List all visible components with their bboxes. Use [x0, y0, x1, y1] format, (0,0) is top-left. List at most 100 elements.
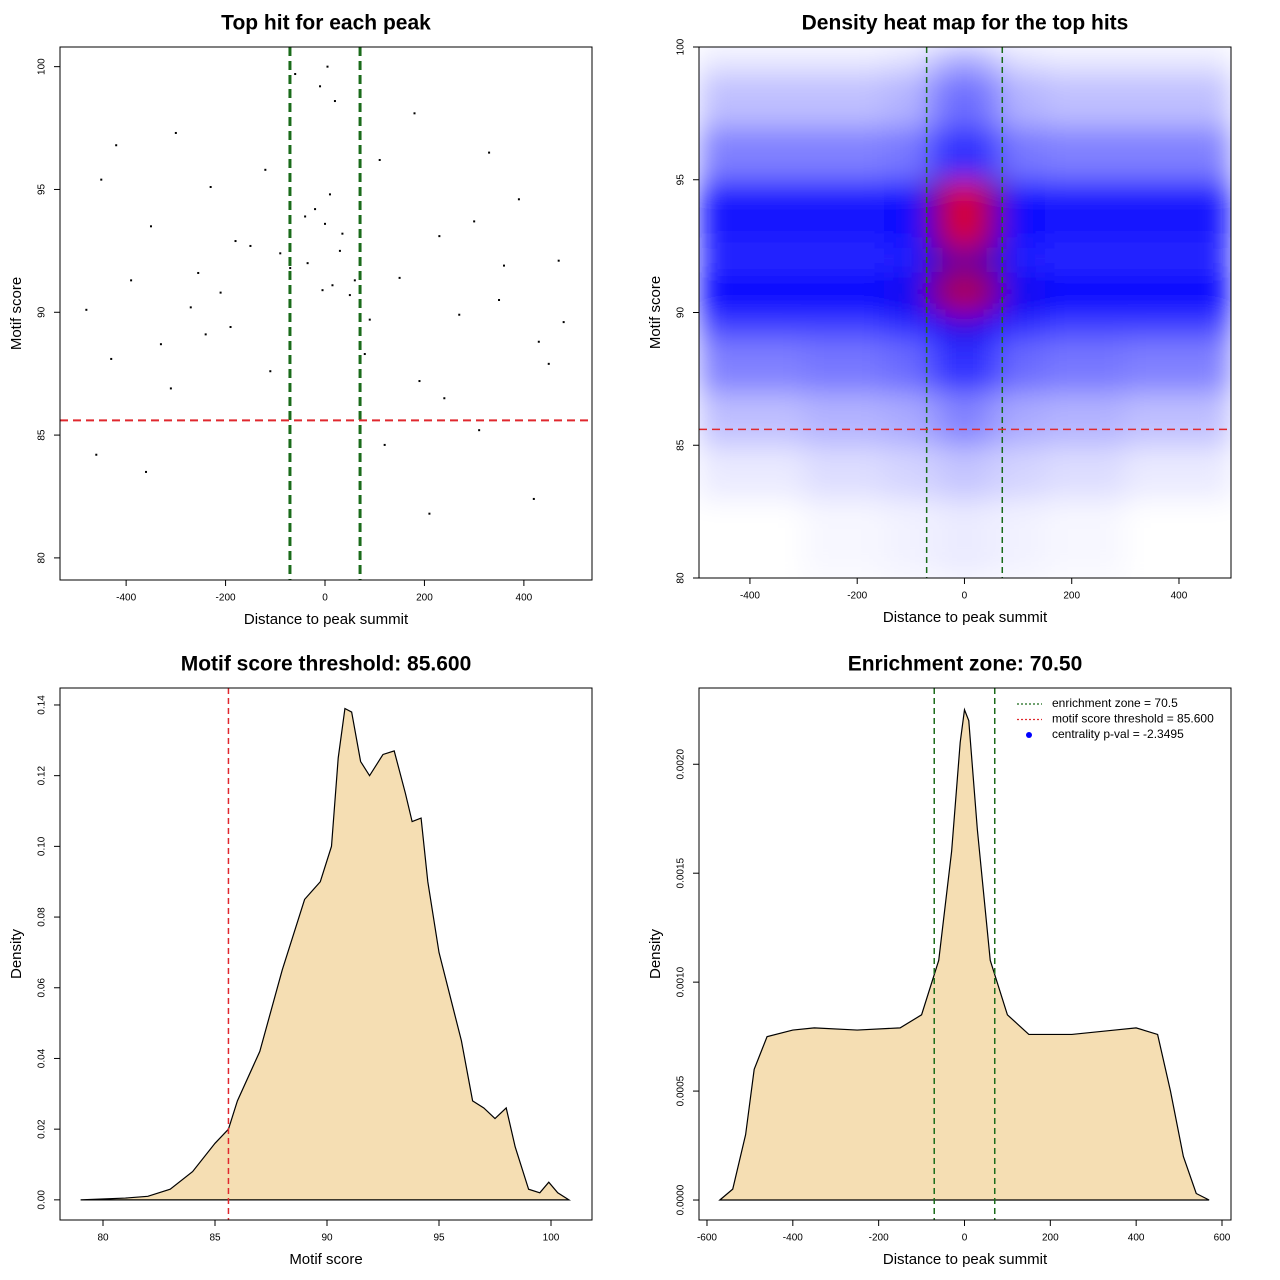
- heat-cell: [1002, 339, 1046, 393]
- panel: Density heat map for the top hits Distanc…: [647, 12, 1232, 626]
- heat-cell: [926, 126, 949, 181]
- heat-cell: [1044, 498, 1126, 578]
- y-tick-label: 0.14: [37, 695, 48, 715]
- x-tick-label: 400: [516, 593, 533, 604]
- point: [229, 326, 232, 329]
- heat-cell: [1044, 392, 1126, 446]
- heat-cell: [1044, 272, 1126, 313]
- x-tick-label: 0: [322, 593, 328, 604]
- heat-cell: [980, 445, 1003, 499]
- point: [498, 298, 501, 301]
- point: [321, 289, 324, 292]
- density-area: [80, 707, 572, 1201]
- y-tick-label: 0.06: [37, 978, 48, 998]
- point: [279, 252, 282, 255]
- point: [348, 294, 351, 297]
- point: [269, 370, 272, 373]
- point: [100, 178, 103, 181]
- heat-cell: [1044, 73, 1126, 128]
- heat-cell: [1044, 246, 1126, 274]
- heat-cell: [980, 272, 1003, 313]
- point: [234, 240, 237, 243]
- point: [378, 158, 381, 161]
- heat-cell: [1125, 246, 1231, 274]
- heat-cell: [699, 498, 805, 578]
- x-tick-label: 600: [1214, 1233, 1231, 1244]
- chart-title: Density heat map for the top hits: [802, 12, 1129, 35]
- point: [115, 144, 118, 147]
- heat-cell: [926, 246, 949, 274]
- point: [368, 318, 371, 321]
- heat-cell: [948, 312, 982, 340]
- legend-label: enrichment zone = 70.5: [1052, 696, 1178, 710]
- y-tick-label: 95: [37, 183, 48, 195]
- heat-cell: [948, 126, 982, 181]
- x-tick-label: -400: [116, 593, 136, 604]
- point: [443, 397, 446, 400]
- heat-cell: [980, 179, 1003, 247]
- point: [328, 193, 331, 196]
- point: [306, 262, 309, 265]
- point: [428, 512, 431, 515]
- x-tick-label: 0: [962, 591, 968, 602]
- heat-cell: [980, 498, 1003, 578]
- point: [557, 259, 560, 262]
- density-area: [718, 707, 1210, 1201]
- heat-cell: [948, 272, 982, 313]
- heat-cell: [1002, 445, 1046, 499]
- plot-area: [85, 65, 565, 515]
- heat-cell: [884, 179, 928, 247]
- x-tick-label: 400: [1171, 591, 1188, 602]
- y-axis-label: Density: [8, 928, 25, 979]
- heat-cell: [803, 445, 885, 499]
- heat-cell: [948, 339, 982, 393]
- point: [413, 112, 416, 115]
- x-axis-label: Distance to peak summit: [883, 1251, 1048, 1268]
- legend-label: centrality p-val = -2.3495: [1052, 727, 1184, 741]
- point: [264, 168, 267, 171]
- heat-cell: [803, 246, 885, 274]
- point: [353, 279, 356, 282]
- heat-layer: [699, 47, 1231, 578]
- point: [488, 151, 491, 154]
- y-tick-label: 0.0010: [676, 966, 687, 997]
- x-tick-label: -200: [847, 591, 867, 602]
- heat-cell: [884, 73, 928, 128]
- heat-cell: [980, 392, 1003, 446]
- heat-cell: [926, 445, 949, 499]
- heat-cell: [699, 126, 805, 181]
- legend-label: motif score threshold = 85.600: [1052, 712, 1214, 726]
- x-axis-label: Distance to peak summit: [244, 611, 409, 628]
- point: [532, 497, 535, 500]
- chart-title: Top hit for each peak: [221, 12, 431, 35]
- point: [314, 208, 317, 211]
- panel: Enrichment zone: 70.50 Distance to peak s…: [647, 653, 1232, 1268]
- point: [537, 340, 540, 343]
- point: [209, 186, 212, 189]
- y-tick-label: 85: [37, 429, 48, 441]
- point: [149, 225, 152, 228]
- x-tick-label: 100: [543, 1233, 560, 1244]
- heat-cell: [1044, 179, 1126, 247]
- heat-cell: [948, 73, 982, 128]
- point: [326, 65, 329, 68]
- heat-cell: [1002, 272, 1046, 313]
- x-tick-label: -400: [783, 1233, 803, 1244]
- point: [219, 291, 222, 294]
- heat-cell: [884, 312, 928, 340]
- x-tick-label: 200: [416, 593, 433, 604]
- heat-cell: [980, 246, 1003, 274]
- point: [324, 222, 327, 225]
- heat-cell: [926, 339, 949, 393]
- x-axis-label: Motif score: [289, 1251, 362, 1268]
- heat-cell: [948, 498, 982, 578]
- point: [159, 343, 162, 346]
- heat-cell: [1002, 126, 1046, 181]
- heat-cell: [1125, 47, 1231, 75]
- y-tick-label: 90: [676, 307, 687, 319]
- heat-cell: [948, 47, 982, 75]
- x-tick-label: 400: [1128, 1233, 1145, 1244]
- heat-cell: [1044, 339, 1126, 393]
- heat-cell: [926, 498, 949, 578]
- point: [333, 100, 336, 103]
